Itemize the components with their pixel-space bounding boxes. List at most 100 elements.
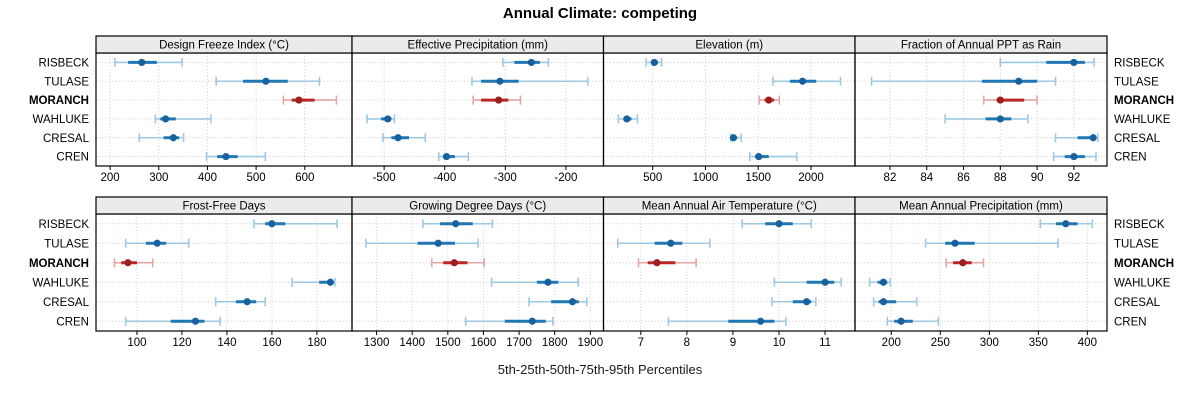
- axis-tick-label: 1400: [399, 337, 425, 349]
- figure-title: Annual Climate: competing: [502, 5, 698, 22]
- axis-tick-label: -400: [433, 172, 456, 184]
- site-label-right: CRESAL: [1114, 133, 1161, 145]
- panel-title: Effective Precipitation (mm): [408, 40, 549, 52]
- axis-tick-label: 180: [307, 337, 326, 349]
- axis-tick-label: -500: [373, 172, 396, 184]
- median-dot: [1070, 152, 1078, 161]
- median-dot: [729, 134, 738, 142]
- axis-tick-label: 1500: [435, 337, 461, 349]
- median-dot: [384, 115, 392, 123]
- axis-tick-label: 82: [884, 172, 897, 184]
- site-label-left: CRESAL: [43, 297, 90, 309]
- median-dot: [568, 298, 577, 306]
- site-label-left: RISBECK: [39, 57, 90, 69]
- median-dot: [623, 115, 631, 123]
- median-dot: [821, 278, 829, 286]
- axis-tick-label: 90: [1031, 172, 1044, 184]
- axis-tick-label: 250: [931, 337, 950, 349]
- axis-tick-label: 140: [217, 337, 236, 349]
- median-dot: [124, 259, 132, 267]
- median-dot: [191, 317, 200, 325]
- site-label-right: CREN: [1114, 152, 1147, 164]
- axis-tick-label: 8: [684, 337, 690, 349]
- panel-title: Elevation (m): [695, 40, 763, 52]
- panel-border: [854, 213, 1108, 332]
- site-label-left: MORANCH: [29, 95, 89, 107]
- panel-border: [602, 52, 856, 167]
- panel-title: Growing Degree Days (°C): [409, 201, 546, 213]
- axis-tick-label: 10: [773, 337, 786, 349]
- median-dot: [1089, 134, 1097, 142]
- axis-tick-label: 9: [730, 337, 736, 349]
- median-dot: [495, 96, 503, 104]
- panel-title: Frost-Free Days: [182, 201, 265, 213]
- site-label-left: TULASE: [44, 238, 89, 250]
- axis-tick-label: 1900: [578, 337, 604, 349]
- median-dot: [756, 317, 765, 325]
- median-dot: [442, 152, 451, 161]
- percentiles-caption: 5th-25th-50th-75th-95th Percentiles: [497, 362, 703, 377]
- site-label-left: WAHLUKE: [33, 277, 90, 289]
- site-label-right: RISBECK: [1114, 219, 1165, 231]
- axis-tick-label: 400: [198, 172, 217, 184]
- median-dot: [452, 220, 460, 228]
- axis-tick-label: 86: [957, 172, 970, 184]
- axis-tick-label: 92: [1067, 172, 1080, 184]
- axis-tick-label: 100: [127, 337, 146, 349]
- site-label-left: WAHLUKE: [33, 114, 90, 126]
- axis-tick-label: 1700: [506, 337, 532, 349]
- site-label-right: CREN: [1114, 316, 1147, 328]
- axis-tick-label: 200: [101, 172, 120, 184]
- site-label-right: RISBECK: [1114, 57, 1165, 69]
- site-label-right: MORANCH: [1114, 258, 1174, 270]
- axis-tick-label: 1500: [745, 172, 771, 184]
- axis-tick-label: 1300: [364, 337, 390, 349]
- site-label-left: CREN: [56, 316, 89, 328]
- median-dot: [295, 96, 303, 104]
- site-label-right: MORANCH: [1114, 95, 1174, 107]
- axis-tick-label: 500: [247, 172, 266, 184]
- panel-border: [351, 213, 605, 332]
- median-dot: [667, 239, 675, 247]
- axis-tick-label: 600: [295, 172, 314, 184]
- panel-title: Mean Annual Air Temperature (°C): [642, 201, 817, 213]
- axis-tick-label: 11: [819, 337, 831, 349]
- axis-tick-label: 1000: [693, 172, 719, 184]
- median-dot: [653, 259, 661, 267]
- site-label-right: TULASE: [1114, 238, 1159, 250]
- median-dot: [879, 298, 888, 306]
- median-dot: [1015, 77, 1023, 85]
- axis-tick-label: 300: [980, 337, 999, 349]
- median-dot: [394, 134, 402, 142]
- panel-strip: [854, 35, 1108, 54]
- median-dot: [161, 115, 170, 123]
- median-dot: [765, 96, 773, 104]
- axis-tick-label: -200: [554, 172, 577, 184]
- panel-border: [95, 52, 353, 167]
- median-dot: [798, 77, 807, 85]
- site-label-left: RISBECK: [39, 219, 90, 231]
- site-label-left: CRESAL: [43, 133, 90, 145]
- axis-tick-label: 7: [638, 337, 644, 349]
- axis-tick-label: 160: [262, 337, 281, 349]
- axis-tick-label: 2000: [798, 172, 824, 184]
- median-dot: [803, 298, 811, 306]
- axis-tick-label: 88: [994, 172, 1007, 184]
- median-dot: [138, 58, 146, 67]
- median-dot: [450, 259, 458, 267]
- axis-tick-label: 300: [149, 172, 168, 184]
- site-label-right: CRESAL: [1114, 297, 1161, 309]
- median-dot: [434, 239, 442, 247]
- axis-tick-label: 500: [643, 172, 662, 184]
- median-dot: [544, 278, 552, 286]
- median-dot: [268, 220, 276, 228]
- panel-strip: [854, 196, 1108, 215]
- axis-tick-label: 400: [1078, 337, 1097, 349]
- median-dot: [1062, 220, 1070, 228]
- site-label-left: TULASE: [44, 76, 89, 88]
- panel-border: [95, 213, 353, 332]
- site-label-right: WAHLUKE: [1114, 114, 1171, 126]
- median-dot: [153, 239, 161, 247]
